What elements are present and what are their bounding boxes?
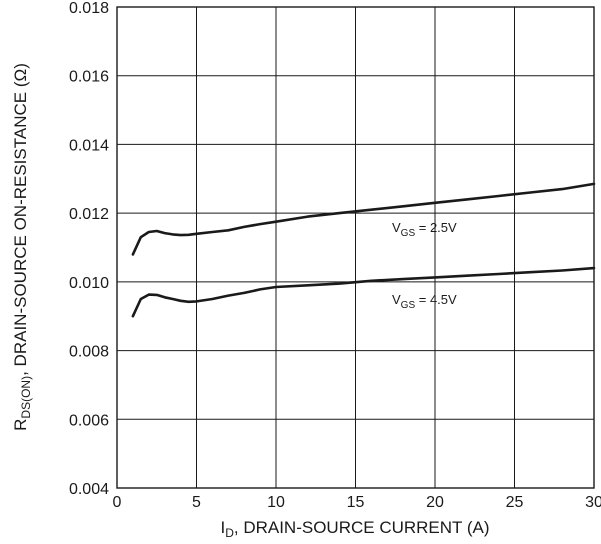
series-lines [131, 182, 596, 318]
y-tick-label: 0.018 [69, 0, 109, 17]
y-tick-label: 0.016 [69, 69, 109, 86]
y-axis-title: RDS(ON), DRAIN-SOURCE ON-RESISTANCE (Ω) [11, 63, 33, 431]
x-tick-label: 20 [426, 494, 444, 511]
plot-frame [116, 6, 595, 489]
x-tick-label: 5 [192, 494, 201, 511]
grid-lines [117, 7, 594, 488]
x-tick-label: 30 [585, 494, 601, 511]
y-tick-label: 0.006 [69, 412, 109, 429]
y-tick-label: 0.010 [69, 275, 109, 292]
x-tick-label: 15 [347, 494, 365, 511]
y-tick-labels: 0.004 0.006 0.008 0.010 0.012 0.014 0.016 0.018 [69, 0, 109, 498]
x-tick-label: 10 [267, 494, 285, 511]
series-label-vgs-2-5: VGS = 2.5V [392, 220, 457, 239]
series-line-0 [131, 182, 596, 256]
y-tick-label: 0.012 [69, 206, 109, 223]
x-tick-label: 25 [506, 494, 524, 511]
x-tick-labels: 0 5 10 15 20 25 30 [113, 494, 601, 511]
series-label-vgs-4-5: VGS = 4.5V [392, 292, 457, 311]
series-line-1 [131, 266, 596, 318]
y-tick-label: 0.008 [69, 344, 109, 361]
y-tick-label: 0.004 [69, 481, 109, 498]
y-tick-label: 0.014 [69, 137, 109, 154]
x-axis-title: ID, DRAIN-SOURCE CURRENT (A) [220, 518, 489, 540]
x-tick-label: 0 [113, 494, 122, 511]
